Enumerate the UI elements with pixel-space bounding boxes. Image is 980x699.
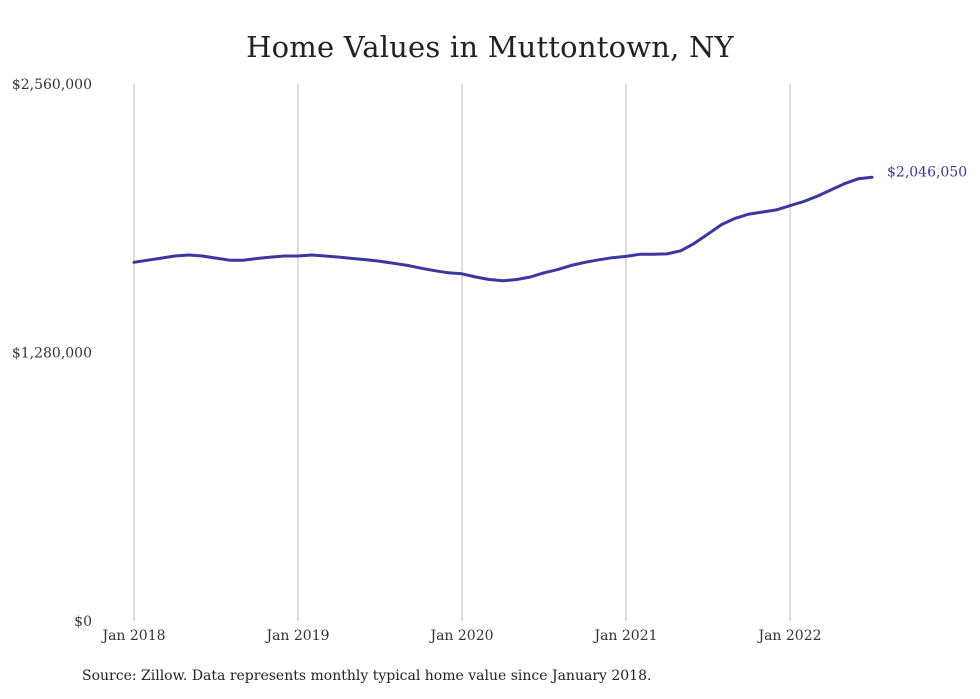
gridlines — [133, 84, 791, 621]
y-tick-label: $0 — [74, 614, 92, 630]
x-tick-label: Jan 2021 — [592, 628, 657, 644]
end-label-layer: $2,046,050 — [887, 164, 967, 180]
x-tick-label: Jan 2022 — [756, 628, 821, 644]
end-value-label: $2,046,050 — [887, 164, 967, 180]
x-tick-label: Jan 2019 — [264, 628, 329, 644]
source-note: Source: Zillow. Data represents monthly … — [82, 668, 652, 684]
x-tick-label: Jan 2018 — [100, 628, 165, 644]
series-layer — [132, 175, 874, 283]
y-axis-ticks: $0 $1,280,000 $2,560,000 — [12, 77, 92, 630]
chart-title: Home Values in Muttontown, NY — [246, 30, 734, 64]
x-tick-label: Jan 2020 — [428, 628, 493, 644]
x-axis-ticks: Jan 2018 Jan 2019 Jan 2020 Jan 2021 Jan 2022 — [100, 628, 821, 644]
y-tick-label: $2,560,000 — [12, 77, 92, 93]
home-value-line — [132, 175, 874, 283]
y-tick-label: $1,280,000 — [12, 346, 92, 362]
